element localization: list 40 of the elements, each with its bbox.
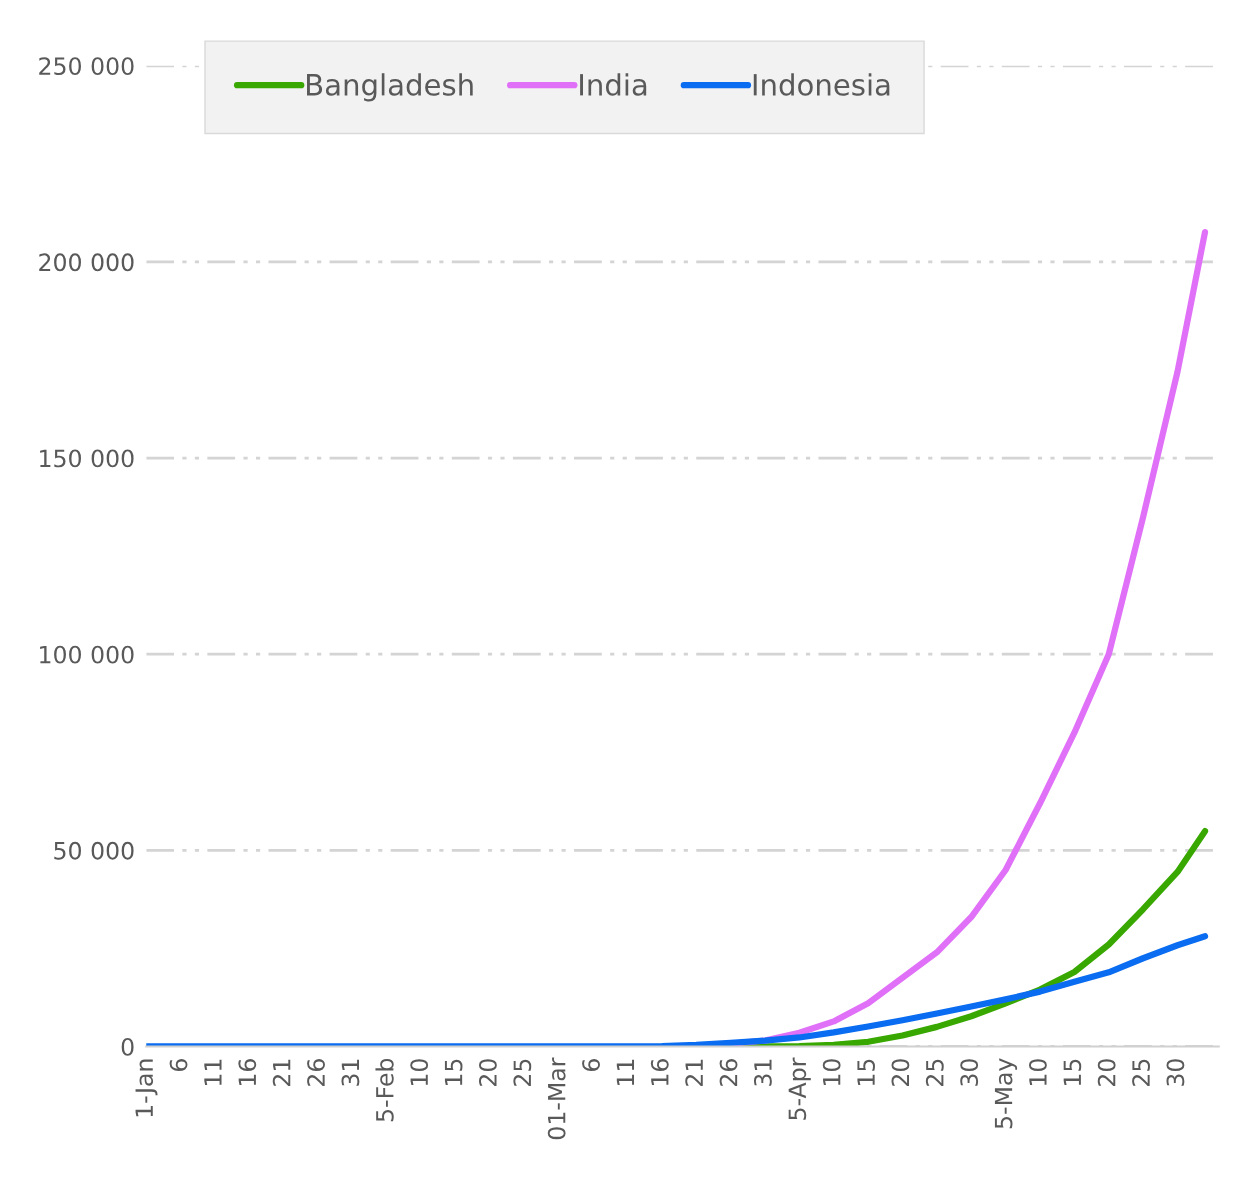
x-tick-label: 01-Mar [547,1057,566,1140]
x-tick-label: 15 [444,1059,463,1086]
x-tick-label: 20 [478,1059,497,1086]
y-tick-label: 100 000 [40,645,134,664]
x-tick-label: 5-Apr [788,1057,811,1120]
x-tick-label: 21 [272,1059,291,1086]
x-tick-label: 6 [169,1059,188,1071]
x-tick-label: 30 [1166,1059,1185,1086]
legend-label: Indonesia [753,73,890,96]
x-tick-label: 25 [1132,1059,1150,1086]
x-tick-label: 25 [925,1059,944,1086]
y-tick-label: 200 000 [39,253,134,272]
x-tick-label: 15 [1063,1059,1082,1086]
y-tick-label: 50 000 [54,841,134,860]
x-tick-label: 11 [204,1059,222,1086]
x-tick-label: 31 [753,1059,772,1086]
x-tick-label: 11 [616,1059,635,1086]
x-tick-label: 5-May [994,1058,1018,1129]
y-tick-label: 150 000 [40,449,134,468]
x-tick-label: 6 [582,1059,600,1071]
x-tick-label: 31 [341,1059,360,1086]
y-tick-label: 0 [121,1037,134,1056]
x-tick-label: 20 [1097,1059,1116,1086]
x-tick-label: 26 [719,1059,738,1086]
x-tick-label: 21 [685,1059,703,1086]
legend-label: India [580,73,647,96]
legend-label: Bangladesh [307,73,473,102]
x-tick-label: 10 [1028,1059,1047,1086]
x-tick-label: 25 [513,1059,532,1086]
x-tick-label: 5-Feb [375,1058,394,1122]
x-tick-label: 1-Jan [135,1059,158,1117]
x-tick-label: 15 [857,1059,875,1086]
x-tick-label: 26 [307,1059,325,1086]
x-tick-label: 20 [891,1059,910,1086]
y-tick-label: 250 000 [39,57,134,76]
x-tick-label: 16 [650,1059,669,1086]
x-tick-label: 10 [822,1059,841,1086]
x-tick-label: 16 [238,1059,257,1086]
x-tick-label: 10 [410,1059,429,1086]
x-tick-label: 30 [960,1059,979,1086]
